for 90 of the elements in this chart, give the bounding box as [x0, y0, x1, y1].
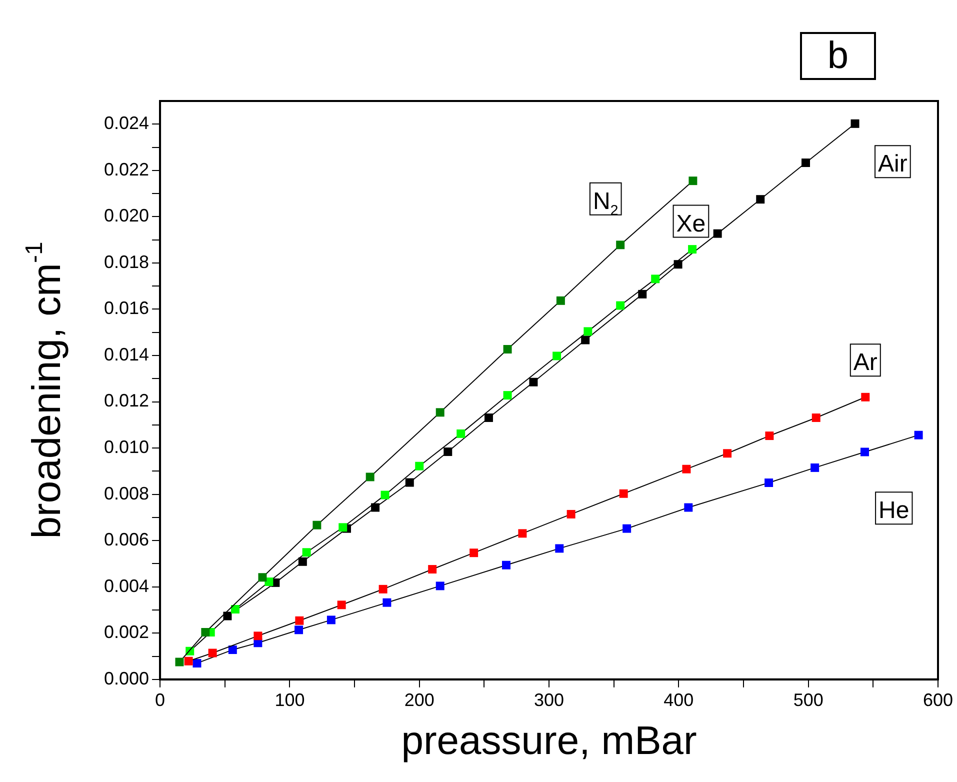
point — [444, 448, 452, 456]
x-tick-label: 500 — [793, 690, 824, 710]
point — [415, 462, 424, 470]
point — [175, 658, 184, 666]
point — [436, 408, 444, 417]
y-tick-label: 0.002 — [104, 622, 150, 642]
point — [502, 560, 510, 570]
point — [294, 626, 304, 634]
point — [184, 656, 193, 666]
y-tick-label: 0.012 — [104, 390, 150, 411]
point — [484, 413, 493, 422]
series-label: Xe — [676, 210, 706, 238]
point — [764, 478, 774, 487]
x-tick-label: 200 — [404, 690, 434, 710]
point — [850, 119, 860, 128]
point — [810, 463, 820, 472]
point — [619, 489, 628, 498]
point — [584, 327, 592, 336]
point — [254, 632, 262, 640]
y-axis-title: broadening, cm-1 — [21, 242, 69, 539]
point — [312, 520, 322, 530]
point — [723, 449, 732, 458]
y-tick-label: 0.010 — [104, 437, 150, 458]
point — [566, 510, 576, 518]
point — [428, 565, 437, 574]
point — [192, 658, 202, 668]
y-tick-label: 0.006 — [104, 530, 150, 550]
point — [914, 430, 923, 440]
point — [638, 290, 647, 298]
point — [208, 648, 217, 658]
y-tick-label: 0.000 — [104, 668, 150, 688]
point — [366, 472, 374, 482]
point — [503, 391, 512, 400]
point — [378, 584, 388, 594]
chart-title: b — [800, 32, 876, 80]
point — [556, 296, 565, 305]
point — [860, 448, 869, 456]
point — [651, 274, 660, 284]
y-tick-label: 0.024 — [104, 113, 150, 134]
point — [436, 582, 444, 590]
y-tick-label: 0.020 — [104, 206, 150, 226]
point — [518, 529, 527, 538]
point — [555, 544, 564, 553]
point — [456, 429, 466, 438]
point — [616, 240, 625, 250]
point — [684, 503, 693, 512]
point — [231, 605, 240, 614]
y-tick-label: 0.018 — [104, 252, 150, 272]
point — [552, 352, 562, 360]
point — [756, 195, 765, 204]
x-tick-label: 400 — [664, 690, 694, 710]
point — [405, 478, 414, 487]
point — [688, 245, 697, 254]
point — [674, 260, 682, 269]
point — [682, 464, 691, 474]
point — [338, 523, 348, 532]
x-tick-label: 100 — [274, 690, 305, 710]
point — [503, 345, 512, 354]
point — [616, 301, 625, 310]
point — [470, 548, 478, 558]
point — [382, 598, 392, 607]
series-label: Ar — [853, 349, 878, 376]
point — [337, 600, 346, 610]
point — [688, 176, 698, 186]
point — [802, 158, 810, 168]
y-tick-label: 0.022 — [104, 159, 150, 180]
y-tick-label: 0.016 — [104, 298, 150, 318]
point — [713, 229, 722, 238]
point — [298, 557, 307, 566]
x-tick-label: 300 — [534, 690, 564, 710]
series-label: Air — [878, 150, 908, 178]
point — [295, 616, 304, 625]
x-axis-title: preassure, mBar — [401, 719, 697, 764]
x-tick-label: 0 — [155, 690, 166, 710]
point — [258, 573, 267, 582]
point — [228, 646, 237, 654]
point — [765, 432, 774, 440]
point — [302, 548, 311, 557]
y-tick-label: 0.004 — [104, 576, 150, 596]
y-tick-label: 0.008 — [104, 483, 150, 504]
series-label: He — [878, 497, 910, 524]
point — [861, 392, 870, 402]
point — [622, 524, 632, 533]
y-tick-label: 0.014 — [104, 344, 150, 364]
point — [812, 413, 820, 422]
point — [581, 336, 590, 344]
point — [326, 616, 336, 624]
point — [201, 628, 210, 636]
x-tick-label: 600 — [922, 690, 954, 710]
point — [529, 378, 538, 386]
